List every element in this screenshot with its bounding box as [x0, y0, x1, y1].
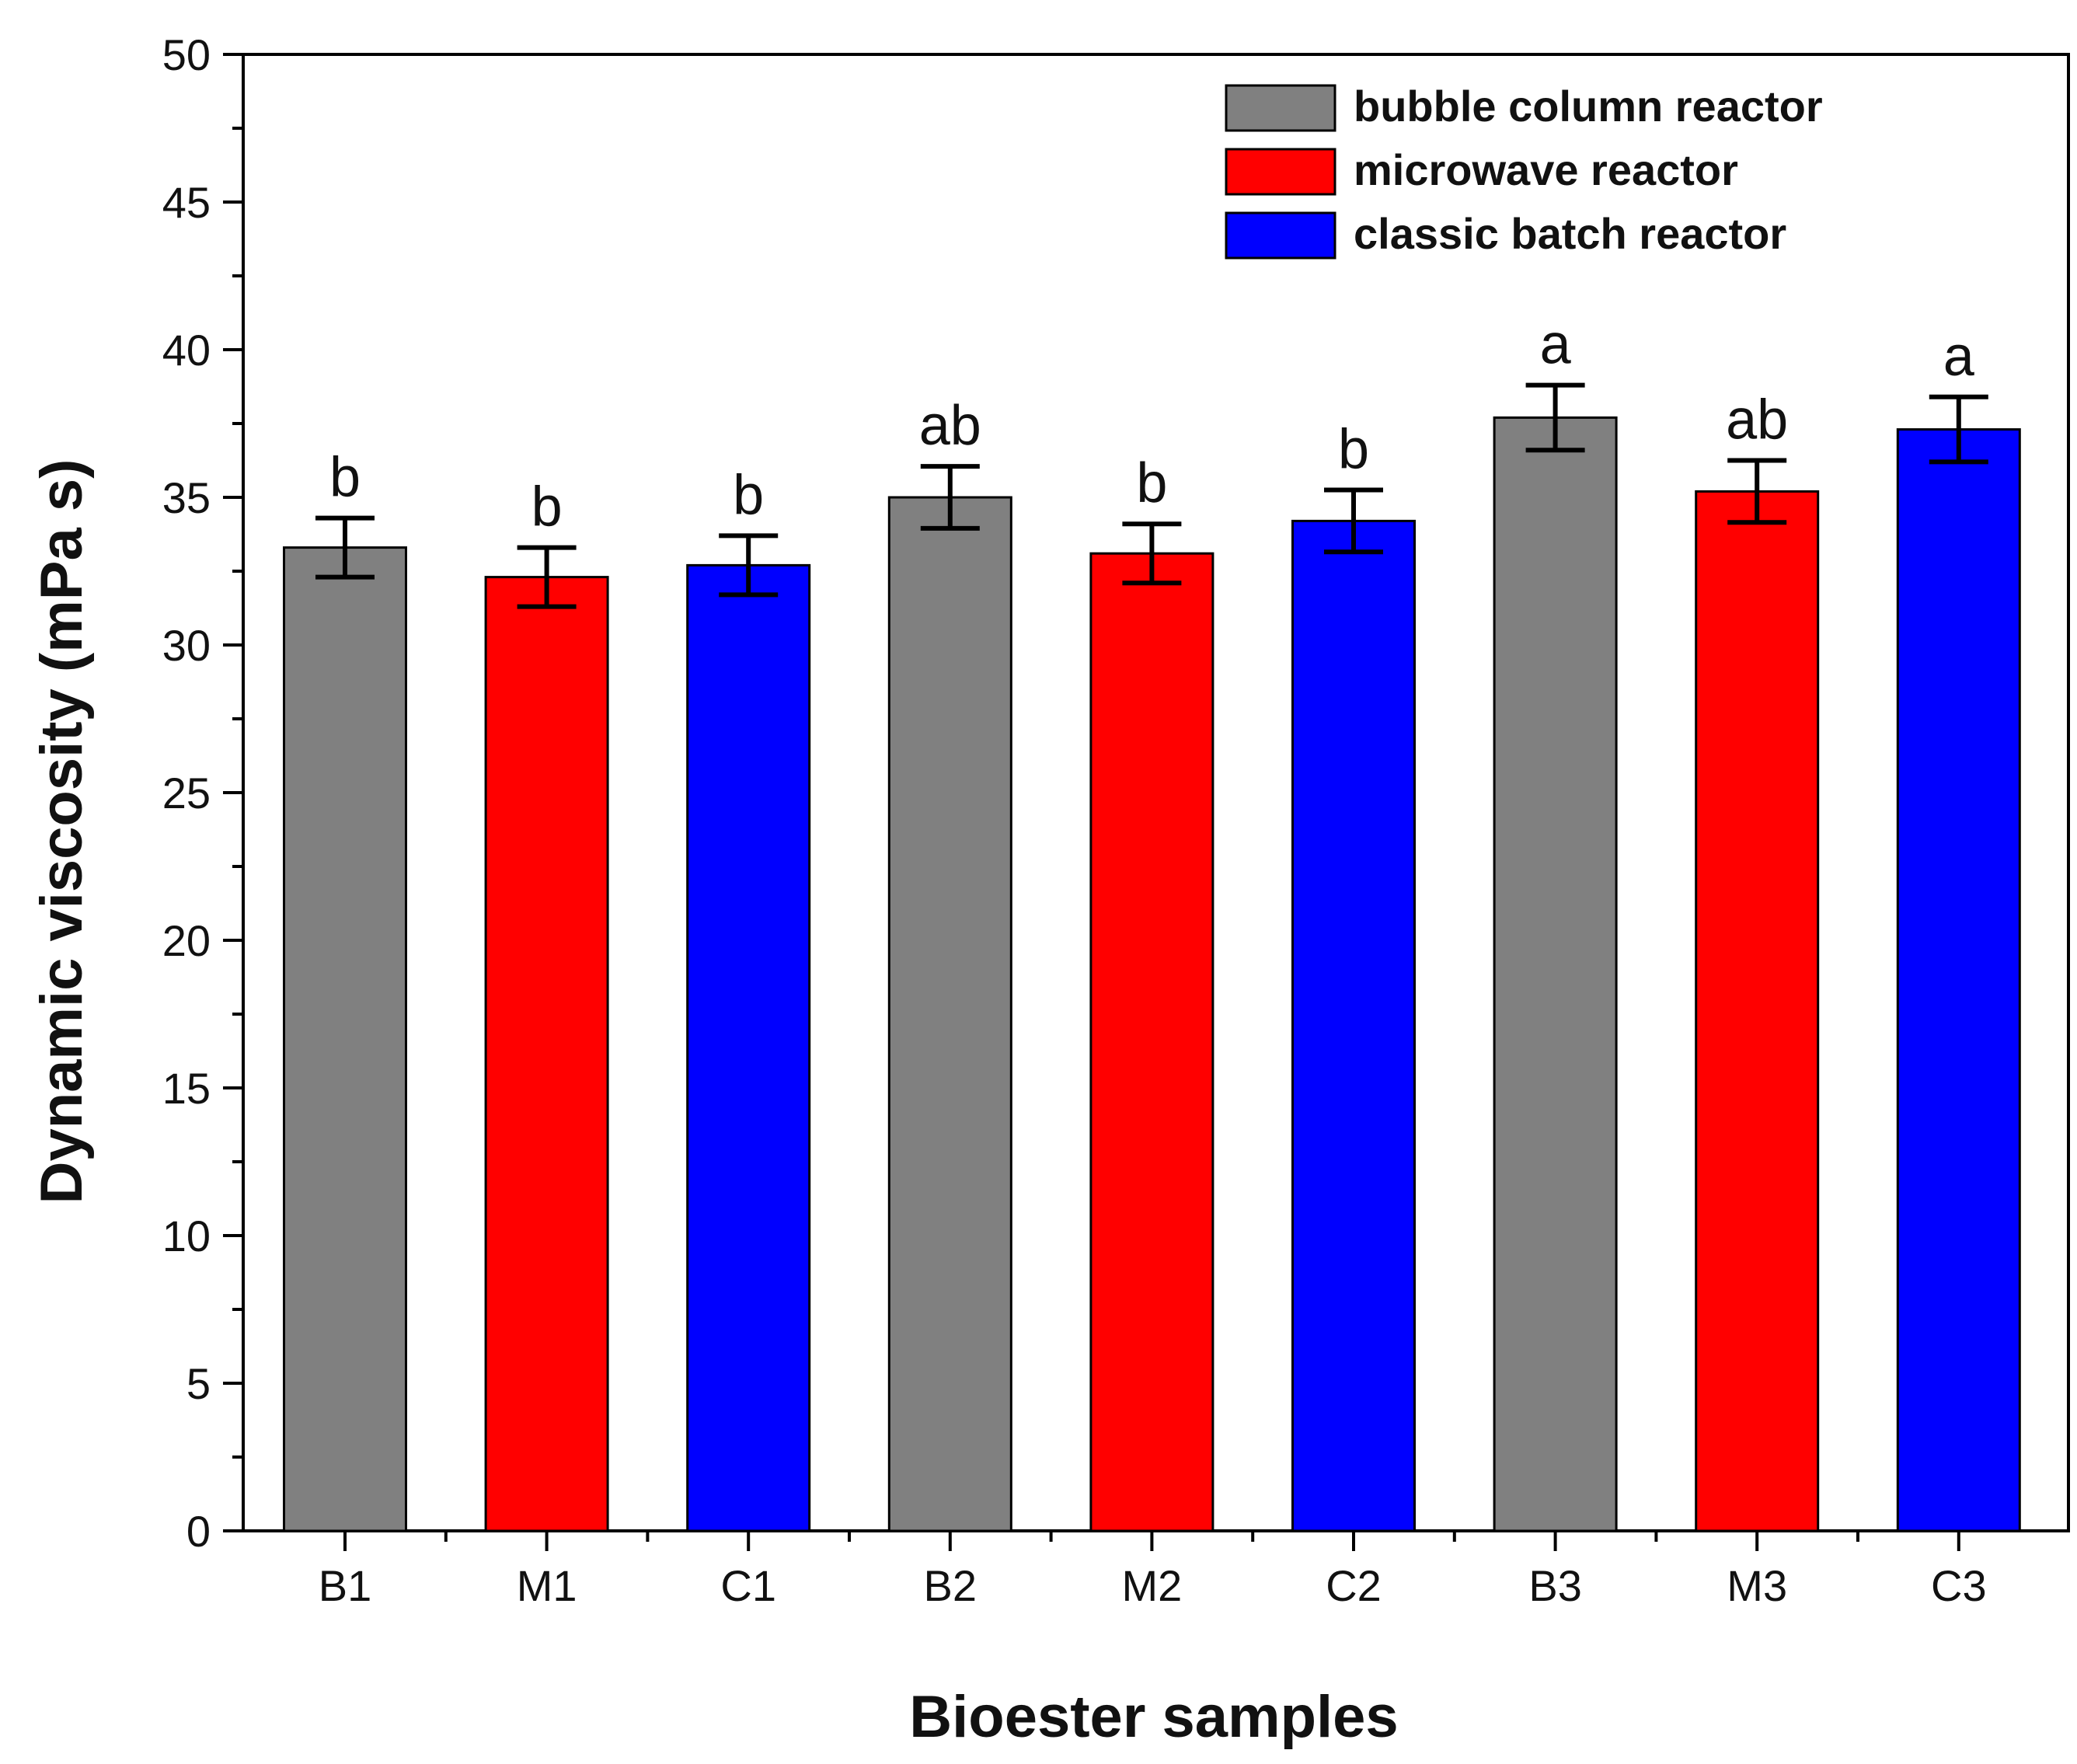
bar-c1 — [686, 563, 811, 1532]
x-tick-label: M1 — [517, 1561, 577, 1610]
axes: 0 5 10 15 20 25 30 35 40 45 50 B1 M1 C1 B2 M2 C2 B3 M3 C3 — [162, 30, 1987, 1610]
x-tick-label: C1 — [720, 1561, 776, 1610]
x-tick-label: B3 — [1528, 1561, 1582, 1610]
bar-m1 — [484, 576, 609, 1532]
x-tick-label: B1 — [319, 1561, 372, 1610]
significance-label: b — [329, 447, 361, 509]
significance-label: b — [531, 476, 563, 539]
legend-swatch — [1225, 211, 1336, 260]
significance-label: ab — [1726, 389, 1788, 451]
y-axis-title: Dynamic viscosity (mPa s) — [29, 459, 95, 1204]
bar-m3 — [1695, 490, 1820, 1532]
legend-label: bubble column reactor — [1354, 82, 1823, 131]
bar-c2 — [1291, 519, 1416, 1532]
x-tick-label: M3 — [1727, 1561, 1787, 1610]
x-axis-title: Bioester samples — [909, 1684, 1398, 1750]
legend-swatch — [1225, 84, 1336, 132]
significance-label: ab — [919, 395, 981, 457]
bar-m2 — [1089, 552, 1214, 1532]
legend-label: classic batch reactor — [1354, 209, 1786, 258]
x-tick-label: M2 — [1122, 1561, 1183, 1610]
y-tick-label: 0 — [186, 1507, 211, 1556]
y-tick-label: 10 — [162, 1211, 211, 1260]
bar-c3 — [1896, 428, 2021, 1532]
bar-b2 — [887, 496, 1012, 1532]
legend: bubble column reactor microwave reactor cl… — [1225, 82, 1823, 260]
significance-label: b — [733, 464, 764, 526]
legend-swatch — [1225, 148, 1336, 196]
y-tick-label: 5 — [186, 1359, 211, 1408]
y-tick-label: 25 — [162, 769, 211, 818]
y-tick-label: 20 — [162, 916, 211, 965]
x-tick-label: C2 — [1326, 1561, 1382, 1610]
y-tick-label: 15 — [162, 1064, 211, 1113]
bar-b1 — [283, 546, 407, 1532]
bars: b b b ab b b a ab a — [283, 314, 2021, 1532]
x-tick-label: B2 — [924, 1561, 978, 1610]
significance-label: a — [1943, 326, 1975, 388]
legend-label: microwave reactor — [1354, 145, 1738, 194]
x-tick-label: C3 — [1931, 1561, 1987, 1610]
y-tick-label: 30 — [162, 621, 211, 670]
bar-b3 — [1493, 416, 1618, 1532]
y-tick-label: 50 — [162, 30, 211, 79]
significance-label: b — [1338, 419, 1369, 481]
significance-label: b — [1136, 452, 1167, 514]
y-tick-label: 40 — [162, 326, 211, 375]
y-tick-label: 45 — [162, 178, 211, 227]
y-tick-label: 35 — [162, 473, 211, 522]
significance-label: a — [1540, 314, 1572, 376]
